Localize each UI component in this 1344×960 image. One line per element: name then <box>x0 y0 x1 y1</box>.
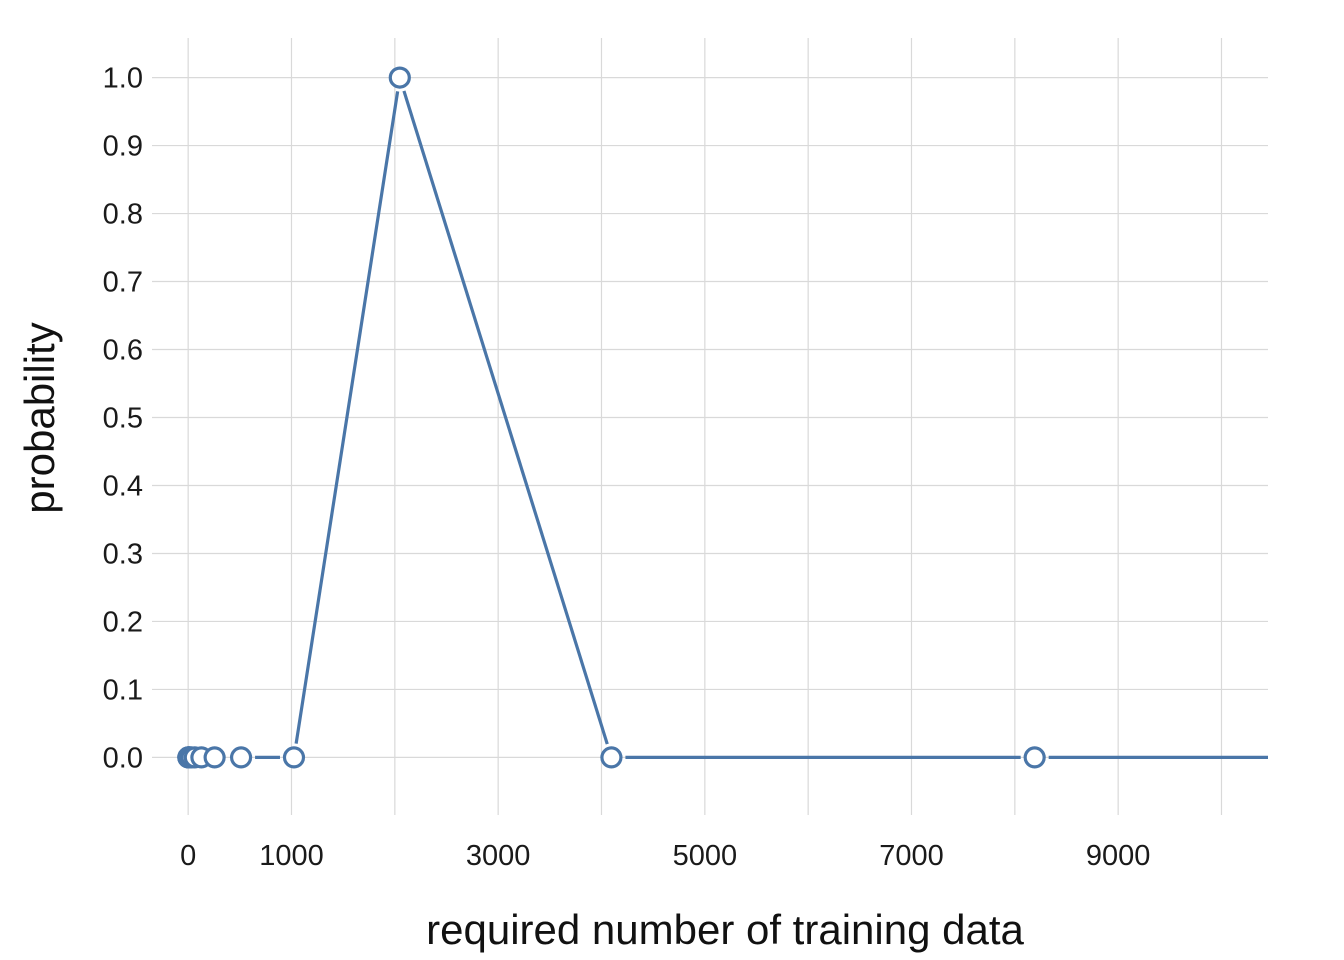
x-tick-label: 0 <box>180 840 196 872</box>
series-line-segment <box>294 91 400 744</box>
data-point <box>1023 746 1046 769</box>
data-point <box>282 746 306 769</box>
data-point <box>388 66 411 89</box>
y-axis-title: probability <box>16 322 63 513</box>
y-tick-label: 0.1 <box>103 674 143 706</box>
y-tick-label: 0.4 <box>103 470 143 502</box>
x-tick-label: 7000 <box>879 840 944 872</box>
y-axis-ticks: 0.0 0.1 0.2 0.3 0.4 0.5 0.6 0.7 0.8 0.9 1.0 <box>103 63 143 775</box>
series-layer <box>177 66 1268 769</box>
data-point <box>203 746 226 769</box>
x-tick-label: 9000 <box>1086 840 1151 872</box>
y-tick-label: 1.0 <box>103 63 143 95</box>
y-tick-label: 0.5 <box>103 403 143 435</box>
x-tick-label: 1000 <box>259 840 324 872</box>
grid-lines <box>152 38 1268 815</box>
x-tick-label: 3000 <box>466 840 531 872</box>
series-line-segment <box>402 90 609 745</box>
x-tick-label: 5000 <box>673 840 738 872</box>
y-tick-label: 0.3 <box>103 538 143 570</box>
y-tick-label: 0.8 <box>103 199 143 231</box>
y-tick-label: 0.9 <box>103 131 143 163</box>
y-tick-label: 0.7 <box>103 267 143 299</box>
y-tick-label: 0.0 <box>103 742 143 774</box>
x-axis-ticks: 0 1000 3000 5000 7000 9000 <box>180 840 1150 872</box>
y-tick-label: 0.2 <box>103 606 143 638</box>
data-point <box>600 746 623 769</box>
y-tick-label: 0.6 <box>103 335 143 367</box>
data-point <box>229 746 253 769</box>
x-axis-title: required number of training data <box>426 906 1024 953</box>
